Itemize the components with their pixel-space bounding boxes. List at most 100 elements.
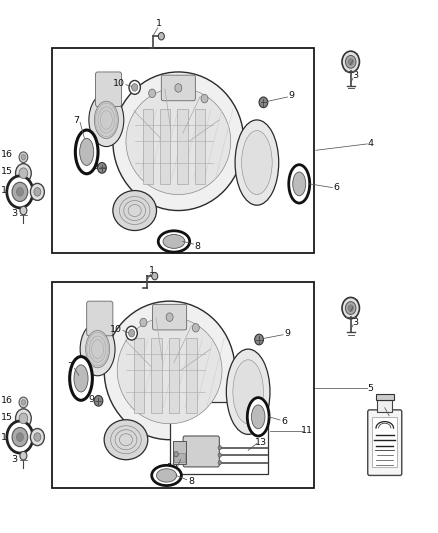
Circle shape [7,421,33,453]
Ellipse shape [158,231,190,252]
Ellipse shape [70,357,92,400]
Bar [151,338,162,413]
Text: 3: 3 [12,455,18,464]
Circle shape [201,94,208,103]
Circle shape [94,395,103,406]
Circle shape [19,413,28,424]
Circle shape [19,168,28,179]
Ellipse shape [251,405,265,429]
Text: 8: 8 [188,478,194,486]
FancyBboxPatch shape [152,304,187,330]
Text: 2: 2 [352,53,358,61]
FancyBboxPatch shape [183,436,219,467]
Text: 17: 17 [387,413,399,421]
Text: 10: 10 [110,325,122,334]
Circle shape [126,326,137,340]
Circle shape [342,51,360,72]
Text: 2: 2 [352,300,358,308]
Text: 8: 8 [194,242,200,251]
Text: 4: 4 [367,140,373,148]
Text: 12: 12 [167,464,179,472]
Circle shape [98,163,106,173]
Circle shape [30,429,44,446]
Text: 16: 16 [1,397,13,405]
Circle shape [346,302,356,314]
Ellipse shape [113,191,156,231]
Ellipse shape [85,330,110,368]
Circle shape [129,80,140,94]
Text: 7: 7 [67,362,74,370]
Text: 9: 9 [88,395,94,404]
Circle shape [17,188,23,196]
Ellipse shape [293,172,306,196]
Text: 14: 14 [27,434,39,442]
Circle shape [166,313,173,321]
FancyBboxPatch shape [95,72,122,107]
Ellipse shape [156,469,177,482]
Bar [170,402,268,474]
Text: 5: 5 [367,384,373,392]
Ellipse shape [126,88,231,195]
FancyBboxPatch shape [87,301,113,336]
Circle shape [12,427,28,447]
Circle shape [20,451,27,460]
Bar [142,109,153,184]
Circle shape [19,152,28,163]
Circle shape [7,176,33,208]
Circle shape [152,272,158,280]
Circle shape [16,409,31,428]
Bar [173,441,186,464]
Text: 15: 15 [1,414,13,422]
Text: 13: 13 [255,438,267,447]
Circle shape [218,453,222,457]
Circle shape [192,324,199,332]
FancyBboxPatch shape [161,75,195,101]
Ellipse shape [289,165,310,203]
Circle shape [346,55,356,68]
Circle shape [218,461,222,465]
Text: 9: 9 [284,329,290,337]
Ellipse shape [75,130,98,174]
Bar [372,417,397,467]
Circle shape [34,188,41,196]
Text: 14: 14 [1,433,13,441]
Ellipse shape [74,365,88,392]
Circle shape [30,183,44,200]
Bar [376,394,394,400]
Ellipse shape [80,139,94,165]
Text: 10: 10 [113,79,125,88]
Text: 16: 16 [1,150,13,159]
Circle shape [17,433,23,441]
Circle shape [16,164,31,183]
Bar [186,338,197,413]
Ellipse shape [235,120,279,205]
Circle shape [148,89,155,98]
Bar [177,109,188,184]
Ellipse shape [226,349,270,434]
Circle shape [218,446,222,450]
Circle shape [12,182,28,201]
Text: 9: 9 [289,92,295,100]
Ellipse shape [163,235,185,248]
Bar [174,453,185,462]
Ellipse shape [104,301,235,440]
Bar [52,48,314,253]
Circle shape [20,206,27,215]
Text: 1: 1 [155,20,162,28]
Text: 9: 9 [92,162,99,171]
Circle shape [129,329,135,337]
Ellipse shape [104,420,148,459]
Text: 6: 6 [281,417,287,425]
Circle shape [140,318,147,327]
Bar [195,109,205,184]
Text: 3: 3 [352,318,358,327]
Circle shape [348,59,353,65]
FancyBboxPatch shape [368,410,402,475]
Circle shape [259,97,268,108]
Text: 3: 3 [352,71,358,80]
Text: 1: 1 [149,266,155,275]
Circle shape [158,33,164,40]
Ellipse shape [113,72,244,211]
Text: 7: 7 [74,116,80,125]
Text: 15: 15 [1,167,13,176]
